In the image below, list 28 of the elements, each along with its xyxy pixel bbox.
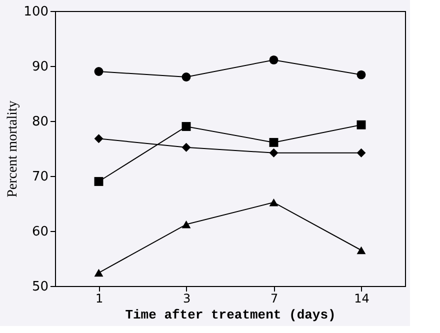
y-axis-title: Percent mortality (6, 100, 21, 198)
point (94, 67, 104, 76)
y-tick-label: 90 (32, 60, 48, 74)
point (356, 70, 366, 80)
point (182, 220, 191, 228)
point (356, 120, 366, 130)
point (356, 148, 366, 158)
point (269, 55, 278, 64)
x-tick-label: 14 (354, 292, 370, 306)
y-tick-label: 80 (32, 114, 48, 130)
point (356, 246, 366, 254)
point (182, 72, 191, 82)
point (182, 142, 191, 152)
x-tick-label: 1 (95, 292, 104, 306)
point (94, 177, 104, 186)
point (269, 138, 278, 147)
x-tick-label: 7 (270, 292, 278, 306)
point (269, 198, 278, 206)
y-tick-label: 70 (32, 170, 48, 184)
point (94, 268, 104, 277)
point (182, 122, 191, 131)
y-tick-label: 50 (32, 280, 48, 294)
y-tick-label: 60 (32, 224, 48, 240)
x-tick-label: 3 (182, 292, 191, 306)
x-axis-title: Time after treatment (days) (125, 308, 336, 322)
point (94, 134, 104, 144)
point (269, 148, 278, 158)
y-tick-label: 100 (24, 4, 48, 20)
